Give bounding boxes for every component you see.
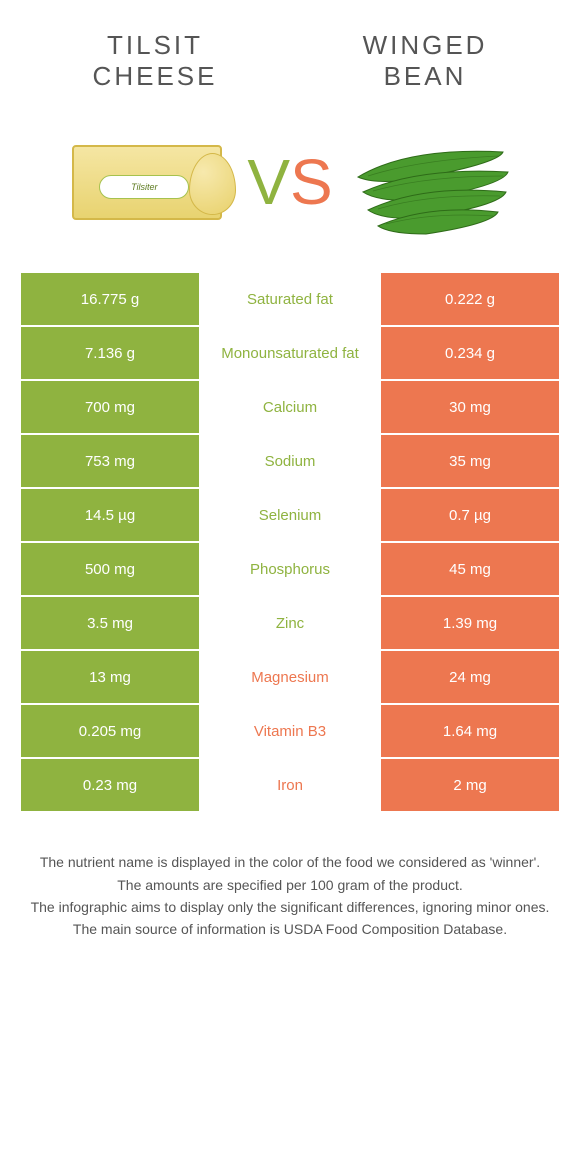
right-food-title: WINGED BEAN	[363, 30, 488, 92]
table-row: 700 mgCalcium30 mg	[20, 380, 560, 434]
right-value-cell: 0.234 g	[380, 326, 560, 380]
cheese-image: Tilsiter	[62, 122, 232, 242]
table-row: 3.5 mgZinc1.39 mg	[20, 596, 560, 650]
right-value-cell: 45 mg	[380, 542, 560, 596]
right-value-cell: 30 mg	[380, 380, 560, 434]
vs-s: S	[290, 145, 333, 219]
vs-label: VS	[247, 145, 332, 219]
left-value-cell: 16.775 g	[20, 272, 200, 326]
comparison-table: 16.775 gSaturated fat0.222 g7.136 gMonou…	[20, 272, 560, 812]
table-row: 14.5 µgSelenium0.7 µg	[20, 488, 560, 542]
right-value-cell: 24 mg	[380, 650, 560, 704]
right-value-cell: 2 mg	[380, 758, 560, 812]
right-value-cell: 1.39 mg	[380, 596, 560, 650]
footnote-line: The nutrient name is displayed in the co…	[28, 852, 552, 872]
right-value-cell: 0.7 µg	[380, 488, 560, 542]
footnotes: The nutrient name is displayed in the co…	[0, 812, 580, 939]
nutrient-label-cell: Zinc	[200, 596, 380, 650]
table-row: 753 mgSodium35 mg	[20, 434, 560, 488]
left-value-cell: 500 mg	[20, 542, 200, 596]
table-row: 16.775 gSaturated fat0.222 g	[20, 272, 560, 326]
nutrient-label-cell: Magnesium	[200, 650, 380, 704]
right-value-cell: 1.64 mg	[380, 704, 560, 758]
left-value-cell: 7.136 g	[20, 326, 200, 380]
left-value-cell: 13 mg	[20, 650, 200, 704]
vs-v: V	[247, 145, 290, 219]
table-row: 500 mgPhosphorus45 mg	[20, 542, 560, 596]
nutrient-label-cell: Calcium	[200, 380, 380, 434]
left-value-cell: 0.205 mg	[20, 704, 200, 758]
footnote-line: The main source of information is USDA F…	[28, 919, 552, 939]
header: TILSIT CHEESE WINGED BEAN	[0, 0, 580, 112]
table-row: 13 mgMagnesium24 mg	[20, 650, 560, 704]
nutrient-label-cell: Iron	[200, 758, 380, 812]
right-value-cell: 0.222 g	[380, 272, 560, 326]
left-food-title: TILSIT CHEESE	[93, 30, 218, 92]
table-row: 7.136 gMonounsaturated fat0.234 g	[20, 326, 560, 380]
left-value-cell: 753 mg	[20, 434, 200, 488]
nutrient-label-cell: Selenium	[200, 488, 380, 542]
left-value-cell: 3.5 mg	[20, 596, 200, 650]
nutrient-label-cell: Sodium	[200, 434, 380, 488]
hero-row: Tilsiter VS	[0, 112, 580, 272]
table-row: 0.23 mgIron2 mg	[20, 758, 560, 812]
left-value-cell: 14.5 µg	[20, 488, 200, 542]
nutrient-label-cell: Phosphorus	[200, 542, 380, 596]
left-value-cell: 0.23 mg	[20, 758, 200, 812]
footnote-line: The infographic aims to display only the…	[28, 897, 552, 917]
right-value-cell: 35 mg	[380, 434, 560, 488]
footnote-line: The amounts are specified per 100 gram o…	[28, 875, 552, 895]
nutrient-label-cell: Monounsaturated fat	[200, 326, 380, 380]
table-row: 0.205 mgVitamin B31.64 mg	[20, 704, 560, 758]
cheese-package-label: Tilsiter	[99, 175, 189, 199]
winged-bean-image	[348, 122, 518, 242]
nutrient-label-cell: Vitamin B3	[200, 704, 380, 758]
left-value-cell: 700 mg	[20, 380, 200, 434]
nutrient-label-cell: Saturated fat	[200, 272, 380, 326]
